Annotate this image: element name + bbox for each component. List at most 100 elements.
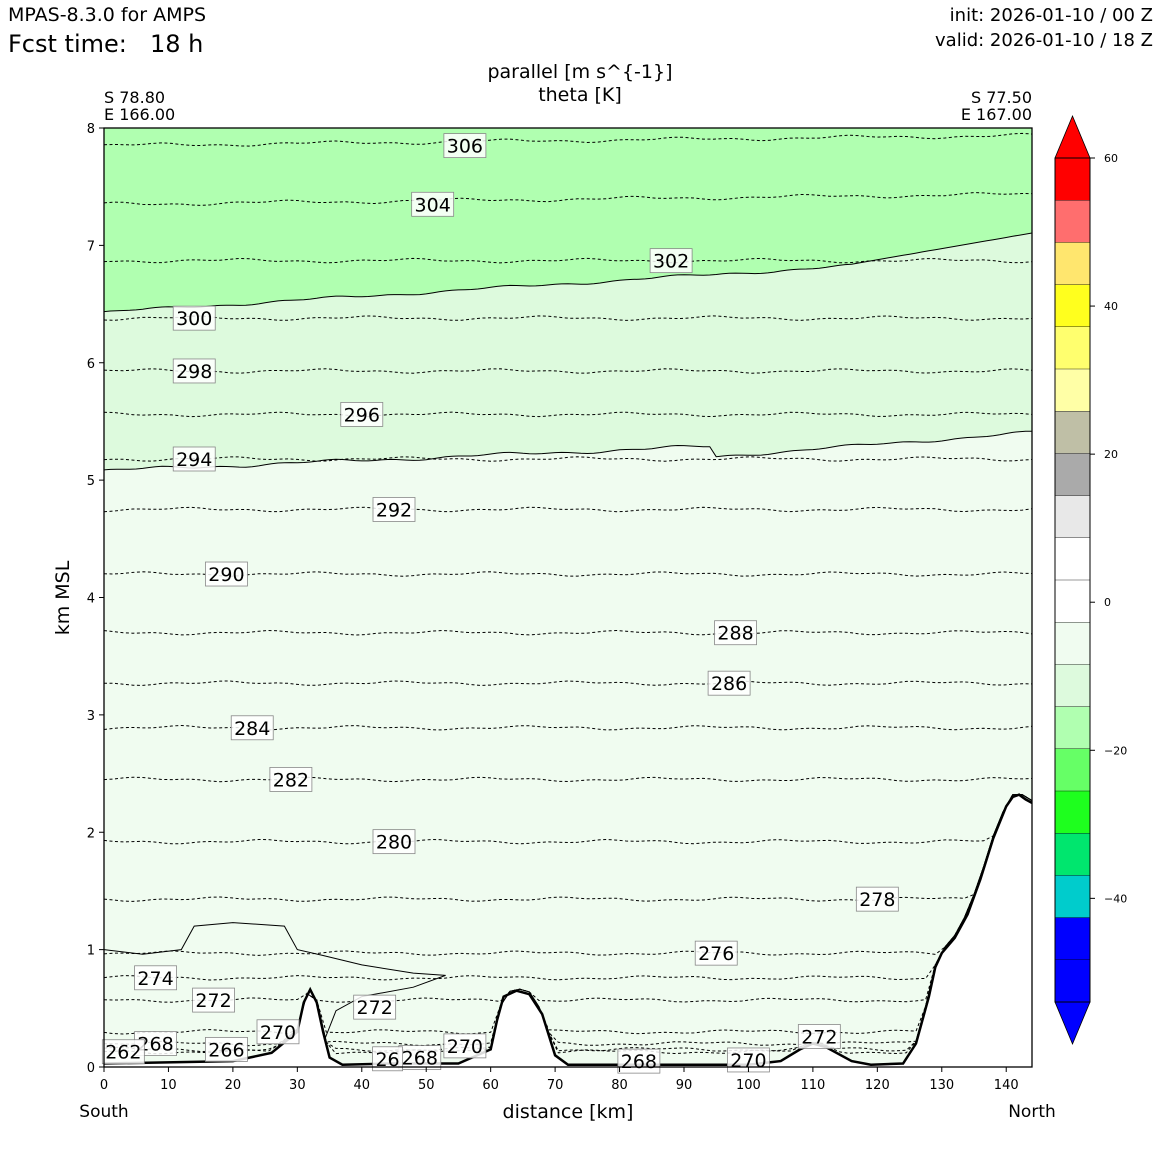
valid-time: valid: 2026-01-10 / 18 Z [935, 30, 1153, 51]
y-tick-label: 8 [87, 122, 95, 137]
contour-label-box [134, 965, 177, 991]
right-point-lat: S 77.50 [971, 88, 1032, 107]
contour-label: 26 [375, 1049, 399, 1071]
colorbar-segment [1054, 917, 1091, 961]
theta-contour-298 [104, 368, 1032, 374]
contour-label: 278 [859, 889, 895, 911]
x-tick-label: 130 [929, 1078, 954, 1093]
colorbar-tick-label: −40 [1104, 892, 1127, 905]
colorbar-segment [1054, 368, 1091, 412]
fill-band-high [104, 128, 1032, 312]
contour-label: 296 [344, 404, 380, 426]
theta-contour-278 [104, 794, 1032, 902]
colorbar-segment [1054, 706, 1091, 750]
theta-contour-274 [104, 794, 1032, 981]
colorbar-segment [1054, 411, 1091, 455]
contour-label: 268 [137, 1034, 173, 1056]
contour-label: 272 [357, 997, 393, 1019]
contour-label: 268 [402, 1048, 438, 1070]
x-axis-label: distance [km] [503, 1101, 634, 1123]
contour-label-box [694, 940, 738, 966]
x-tick-label: 10 [160, 1078, 177, 1093]
colorbar-segment [1054, 959, 1091, 1003]
wind-contour-line [104, 430, 1032, 471]
contour-label: 304 [415, 194, 451, 216]
colorbar-segment [1054, 875, 1091, 919]
contour-label: 300 [176, 308, 212, 330]
y-tick-label: 7 [87, 239, 95, 254]
contour-label: 282 [273, 769, 309, 791]
contour-label-box [172, 305, 216, 331]
colorbar-segment [1054, 157, 1091, 201]
x-tick-label: 120 [865, 1078, 890, 1093]
x-tick-label: 30 [289, 1078, 306, 1093]
theta-contour-272 [104, 794, 1032, 1003]
theta-contour-276 [104, 794, 1032, 956]
x-tick-label: 80 [611, 1078, 628, 1093]
contour-label: 286 [711, 673, 747, 695]
contour-label-box [443, 133, 487, 159]
x-end-right: North [1008, 1102, 1056, 1122]
colorbar-segment [1054, 199, 1091, 243]
colorbar-segment [1054, 284, 1091, 328]
contour-label: 270 [447, 1036, 483, 1058]
contour-label: 292 [376, 499, 412, 521]
theta-contour-268 [104, 794, 1032, 1047]
theta-contour-302 [104, 257, 1032, 264]
chart-title-line2: theta [K] [538, 84, 622, 106]
x-tick-label: 60 [482, 1078, 499, 1093]
x-end-left: South [79, 1102, 128, 1122]
y-tick-label: 4 [87, 592, 95, 607]
colorbar-segment [1054, 537, 1091, 581]
model-title: MPAS-8.3.0 for AMPS [8, 4, 207, 26]
theta-contour-286 [104, 680, 1032, 686]
contour-label-box [855, 886, 899, 912]
x-tick-label: 100 [736, 1078, 761, 1093]
contour-label-box [172, 446, 216, 472]
chart-title-line1: parallel [m s^{-1}] [487, 61, 672, 83]
contour-label: 302 [653, 251, 689, 273]
contour-label-box [372, 497, 416, 522]
colorbar-frame [1054, 157, 1091, 1003]
contour-label: 274 [137, 968, 173, 990]
contour-label-box [192, 987, 235, 1013]
x-tick-label: 90 [676, 1078, 693, 1093]
x-tick-label: 50 [418, 1078, 435, 1093]
y-axis-label: km MSL [52, 560, 74, 635]
contour-label: 284 [234, 718, 270, 740]
contour-label-box [372, 829, 416, 855]
colorbar-segment [1054, 790, 1091, 834]
contour-label-box [230, 715, 274, 741]
colorbar-segment [1054, 579, 1091, 623]
contour-label-box [340, 401, 384, 427]
colorbar-extend-top [1054, 114, 1091, 159]
contour-label-box [353, 994, 397, 1020]
left-point-lon: E 166.00 [104, 105, 175, 124]
contour-label-box [269, 767, 313, 792]
theta-contour-282 [104, 776, 1032, 783]
contour-label-box [617, 1048, 661, 1074]
x-tick-label: 110 [800, 1078, 825, 1093]
y-tick-label: 3 [87, 709, 95, 724]
contour-label-box [172, 358, 216, 384]
contour-label: 298 [176, 361, 212, 383]
contour-label: 272 [195, 990, 231, 1012]
contour-label: 266 [208, 1039, 244, 1061]
contour-label: 276 [698, 943, 734, 965]
y-tick-label: 6 [87, 357, 95, 372]
y-tick-label: 1 [87, 944, 95, 959]
y-tick-label: 2 [87, 826, 95, 841]
left-point-lat: S 78.80 [104, 88, 165, 107]
x-tick-label: 140 [994, 1078, 1019, 1093]
theta-contour-306 [104, 132, 1032, 147]
theta-contour-288 [104, 629, 1032, 636]
contour-label-box [101, 1039, 145, 1065]
contour-label-box [443, 1033, 487, 1059]
contour-label-box [256, 1019, 300, 1045]
contour-label-box [411, 191, 455, 217]
contour-label: 290 [208, 564, 244, 586]
theta-contour-294 [104, 456, 1032, 462]
colorbar-tick-label: 40 [1104, 300, 1118, 313]
colorbar-tick-label: −20 [1104, 744, 1127, 757]
